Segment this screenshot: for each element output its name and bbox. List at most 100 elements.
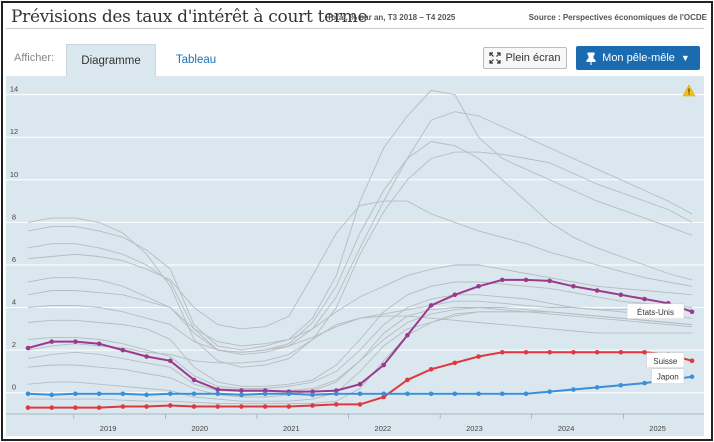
series-point[interactable] [405,391,410,397]
series-point[interactable] [96,391,102,397]
series-point[interactable] [499,391,505,397]
series-point[interactable] [452,292,458,298]
series-point[interactable] [310,392,315,398]
series-point[interactable] [333,388,339,393]
series-point[interactable] [144,392,149,398]
series-point[interactable] [689,374,695,380]
series-point[interactable] [547,389,553,394]
series-point[interactable] [96,405,102,410]
series-point[interactable] [310,389,315,394]
other-country-line[interactable] [28,311,693,404]
series-point[interactable] [452,391,458,397]
warning-icon[interactable] [682,84,696,97]
series-point[interactable] [428,366,434,372]
series-point[interactable] [357,402,363,407]
series-point[interactable] [618,292,624,298]
series-point[interactable] [476,391,481,397]
series-point[interactable] [547,349,553,355]
series-point[interactable] [262,404,268,409]
series-point[interactable] [571,349,576,355]
series-point[interactable] [120,404,126,409]
other-country-line[interactable] [27,151,693,368]
series-2[interactable] [25,374,695,398]
series-point[interactable] [428,391,434,397]
series-point[interactable] [333,391,339,397]
other-country-line[interactable] [27,300,692,353]
series-point[interactable] [476,283,481,289]
series-point[interactable] [49,392,55,398]
series-point[interactable] [547,278,553,284]
other-country-line[interactable] [27,141,693,353]
other-country-line[interactable] [27,264,693,347]
series-point[interactable] [381,391,387,397]
series-point[interactable] [357,381,363,387]
series-point[interactable] [642,296,647,302]
series-point[interactable] [310,403,315,408]
other-country-line[interactable] [27,111,693,355]
series-point[interactable] [428,303,434,308]
series-1[interactable] [25,349,695,410]
series-0[interactable] [25,277,695,394]
series-point[interactable] [618,349,624,355]
series-point[interactable] [499,349,505,355]
series-point[interactable] [381,362,387,368]
series-point[interactable] [191,404,197,409]
series-point[interactable] [167,403,173,408]
series-point[interactable] [523,277,529,283]
series-point[interactable] [571,387,576,392]
series-point[interactable] [191,377,197,383]
series-point[interactable] [286,391,292,397]
series-point[interactable] [571,283,576,289]
series-point[interactable] [262,388,268,393]
series-point[interactable] [499,277,505,283]
series-point[interactable] [594,288,600,293]
series-point[interactable] [120,347,126,353]
series-point[interactable] [239,388,244,393]
series-point[interactable] [689,358,695,364]
series-point[interactable] [594,349,600,355]
series-point[interactable] [594,385,600,390]
series-point[interactable] [144,404,149,409]
series-point[interactable] [357,391,363,397]
series-point[interactable] [215,404,221,409]
series-point[interactable] [25,405,31,410]
series-point[interactable] [120,391,126,397]
series-point[interactable] [144,354,149,359]
series-point[interactable] [215,391,221,397]
series-point[interactable] [167,358,173,364]
series-point[interactable] [452,360,458,366]
series-point[interactable] [49,339,55,344]
my-dashboard-button[interactable]: Mon pêle-mêle ▼ [576,46,700,70]
other-country-line[interactable] [27,281,693,387]
series-point[interactable] [49,405,55,410]
other-country-line[interactable] [27,200,693,330]
series-point[interactable] [96,341,102,347]
other-country-line[interactable] [27,307,693,398]
series-point[interactable] [167,391,173,397]
series-point[interactable] [642,349,647,355]
series-point[interactable] [523,349,529,355]
tab-diagramme[interactable]: Diagramme [66,44,156,76]
series-point[interactable] [25,391,31,397]
series-point[interactable] [523,391,529,397]
series-point[interactable] [618,382,624,388]
series-point[interactable] [381,394,387,400]
tab-tableau[interactable]: Tableau [175,54,217,66]
series-point[interactable] [476,354,481,359]
other-country-line[interactable] [27,89,693,351]
series-point[interactable] [73,339,78,344]
series-point[interactable] [286,404,292,409]
fullscreen-button[interactable]: Plein écran [483,47,567,69]
series-point[interactable] [73,391,78,397]
series-point[interactable] [405,377,410,383]
series-point[interactable] [262,391,268,397]
series-point[interactable] [73,405,78,410]
series-point[interactable] [25,345,31,351]
series-point[interactable] [405,332,410,338]
series-point[interactable] [333,402,339,407]
series-point[interactable] [239,404,244,409]
series-point[interactable] [689,309,695,315]
series-point[interactable] [215,387,221,392]
series-point[interactable] [642,380,647,386]
series-point[interactable] [239,392,244,398]
